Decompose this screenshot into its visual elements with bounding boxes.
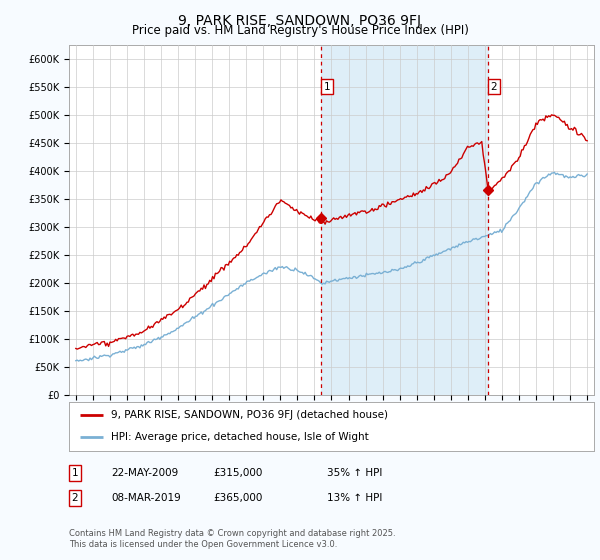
Text: 13% ↑ HPI: 13% ↑ HPI	[327, 493, 382, 503]
Text: Contains HM Land Registry data © Crown copyright and database right 2025.
This d: Contains HM Land Registry data © Crown c…	[69, 529, 395, 549]
Text: £365,000: £365,000	[213, 493, 262, 503]
Text: 22-MAY-2009: 22-MAY-2009	[111, 468, 178, 478]
Text: 08-MAR-2019: 08-MAR-2019	[111, 493, 181, 503]
Text: Price paid vs. HM Land Registry's House Price Index (HPI): Price paid vs. HM Land Registry's House …	[131, 24, 469, 37]
Text: 1: 1	[323, 82, 330, 92]
Text: £315,000: £315,000	[213, 468, 262, 478]
Text: HPI: Average price, detached house, Isle of Wight: HPI: Average price, detached house, Isle…	[111, 432, 369, 442]
Bar	[321, 45, 488, 395]
Text: 2: 2	[71, 493, 79, 503]
Text: 2: 2	[491, 82, 497, 92]
Text: 9, PARK RISE, SANDOWN, PO36 9FJ: 9, PARK RISE, SANDOWN, PO36 9FJ	[179, 14, 421, 28]
Text: 1: 1	[71, 468, 79, 478]
Text: 9, PARK RISE, SANDOWN, PO36 9FJ (detached house): 9, PARK RISE, SANDOWN, PO36 9FJ (detache…	[111, 410, 388, 420]
Text: 35% ↑ HPI: 35% ↑ HPI	[327, 468, 382, 478]
